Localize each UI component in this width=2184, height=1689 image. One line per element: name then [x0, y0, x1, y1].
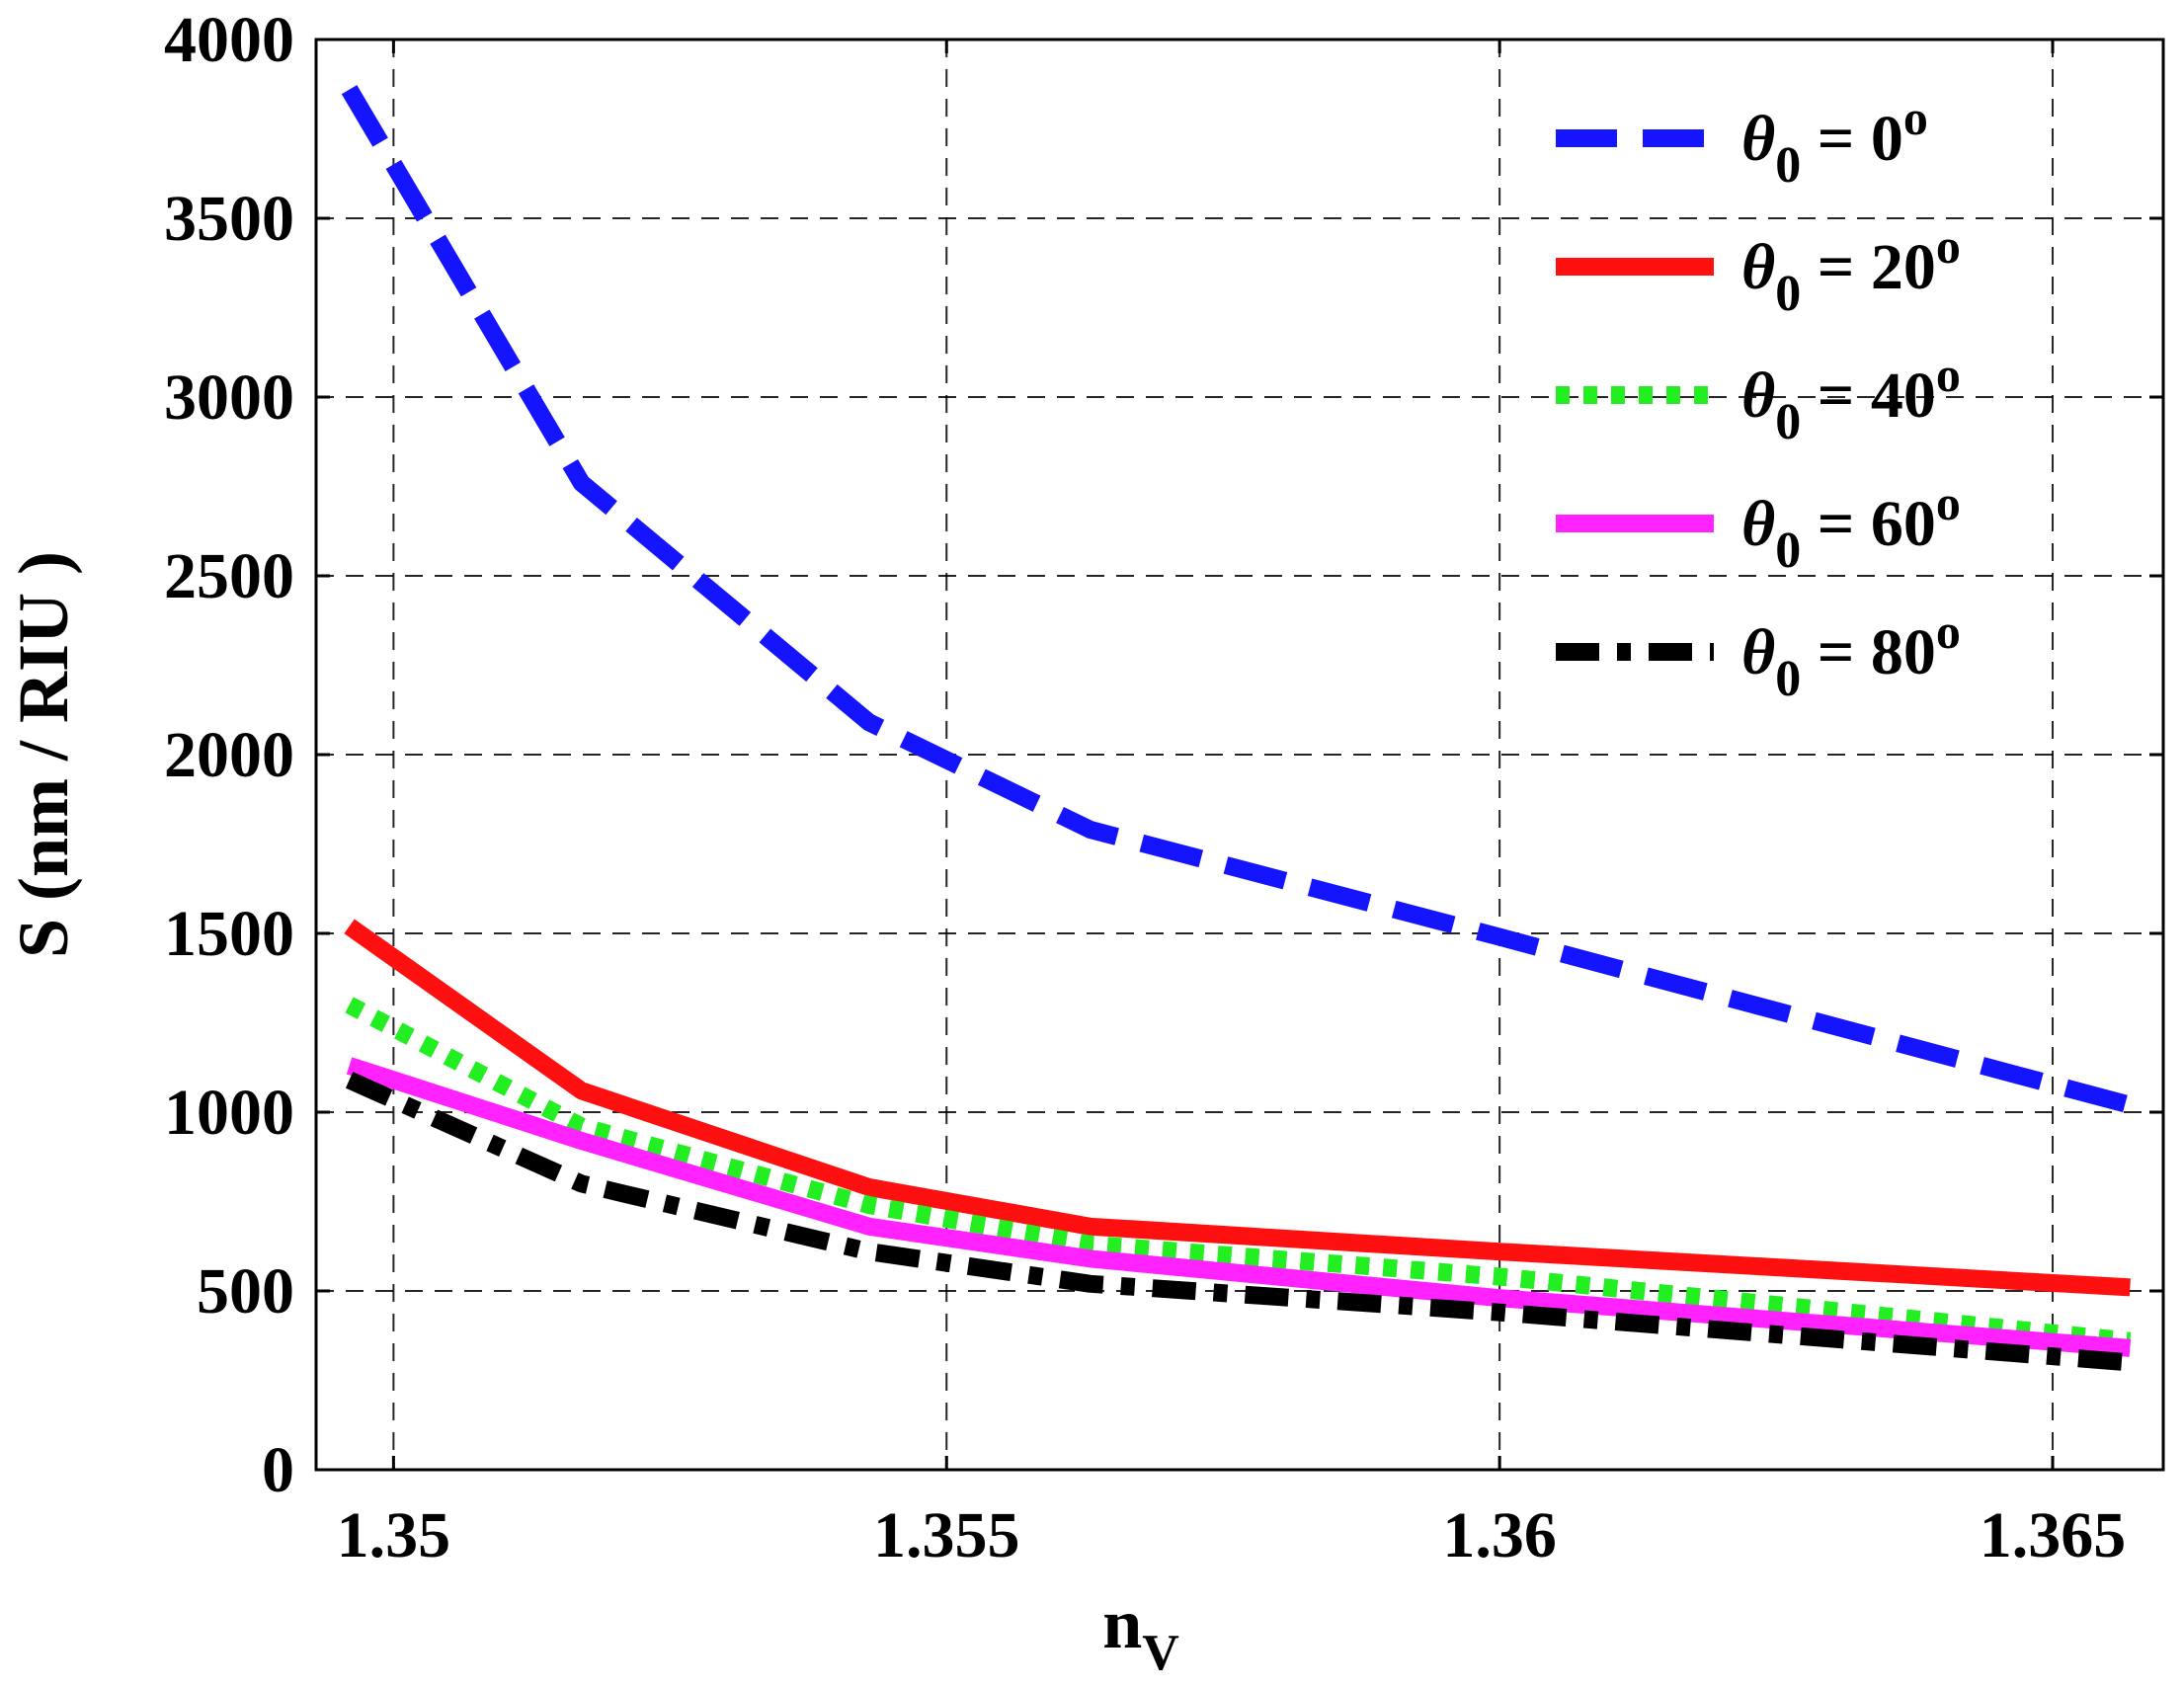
series-line-theta-40: [345, 997, 2132, 1350]
legend-label-equals: =: [1801, 488, 1871, 560]
legend-label-equals: =: [1801, 616, 1871, 688]
legend-label-equals: =: [1801, 360, 1871, 432]
legend-label-subscript: 0: [1775, 651, 1801, 707]
y-tick-label: 0: [262, 1434, 294, 1506]
legend-item-theta-40: θ0 = 40o: [1556, 347, 1961, 450]
legend-label-value: 0: [1871, 103, 1903, 175]
legend-label: θ0 = 0o: [1741, 90, 1928, 194]
y-axis-title: S (nm / RIU ): [4, 551, 83, 958]
series-line-theta-80: [345, 1072, 2132, 1372]
x-tick-label: 1.365: [1980, 1499, 2127, 1571]
legend-label: θ0 = 20o: [1741, 218, 1961, 322]
legend-label-superscript: o: [1903, 90, 1928, 145]
legend-label-symbol: θ: [1741, 488, 1775, 560]
legend-label-subscript: 0: [1775, 137, 1801, 194]
y-tick-label: 4000: [164, 4, 294, 76]
legend-label-value: 60: [1871, 488, 1936, 560]
legend-label-superscript: o: [1936, 475, 1961, 530]
legend-item-theta-20: θ0 = 20o: [1556, 218, 1961, 322]
legend-label-value: 20: [1871, 231, 1936, 303]
legend-item-theta-80: θ0 = 80o: [1556, 603, 1961, 707]
axis-ticks: 1.35 1.355 1.36 1.3650500100015002000250030…: [164, 4, 2163, 1571]
legend-label: θ0 = 40o: [1741, 347, 1961, 450]
legend-label-symbol: θ: [1741, 231, 1775, 303]
y-tick-label: 3000: [164, 362, 294, 434]
legend-label-symbol: θ: [1741, 360, 1775, 432]
y-tick-label: 1000: [164, 1077, 294, 1149]
legend-label-value: 40: [1871, 360, 1936, 432]
legend-label-superscript: o: [1936, 347, 1961, 402]
series-lines: [341, 85, 2133, 1372]
legend-item-theta-0: θ0 = 0o: [1556, 90, 1928, 194]
legend-label-subscript: 0: [1775, 523, 1801, 579]
y-tick-label: 500: [197, 1255, 294, 1327]
x-axis-title-sub: V: [1142, 1625, 1179, 1681]
legend-label-value: 80: [1871, 616, 1936, 688]
legend-label-symbol: θ: [1741, 616, 1775, 688]
legend-label-equals: =: [1801, 231, 1871, 303]
y-tick-label: 2000: [164, 719, 294, 791]
x-tick-label: 1.36: [1442, 1499, 1557, 1571]
legend-label: θ0 = 60o: [1741, 475, 1961, 579]
legend-label-superscript: o: [1936, 218, 1961, 274]
y-tick-label: 2500: [164, 540, 294, 612]
x-tick-label: 1.35: [337, 1499, 451, 1571]
legend-label-subscript: 0: [1775, 266, 1801, 322]
x-axis-title: nV: [1102, 1584, 1179, 1681]
legend-label: θ0 = 80o: [1741, 603, 1961, 707]
series-line-theta-0: [341, 85, 2133, 1114]
legend-label-equals: =: [1801, 103, 1871, 175]
legend-label-symbol: θ: [1741, 103, 1775, 175]
series-line-theta-60: [346, 1057, 2132, 1357]
series-line-theta-20: [344, 919, 2131, 1297]
legend-item-theta-60: θ0 = 60o: [1556, 475, 1961, 579]
x-axis-title-main: n: [1102, 1584, 1142, 1663]
x-tick-label: 1.355: [873, 1499, 1020, 1571]
legend-label-subscript: 0: [1775, 394, 1801, 450]
legend-label-superscript: o: [1936, 603, 1961, 659]
y-tick-label: 3500: [164, 183, 294, 255]
y-tick-label: 1500: [164, 898, 294, 970]
